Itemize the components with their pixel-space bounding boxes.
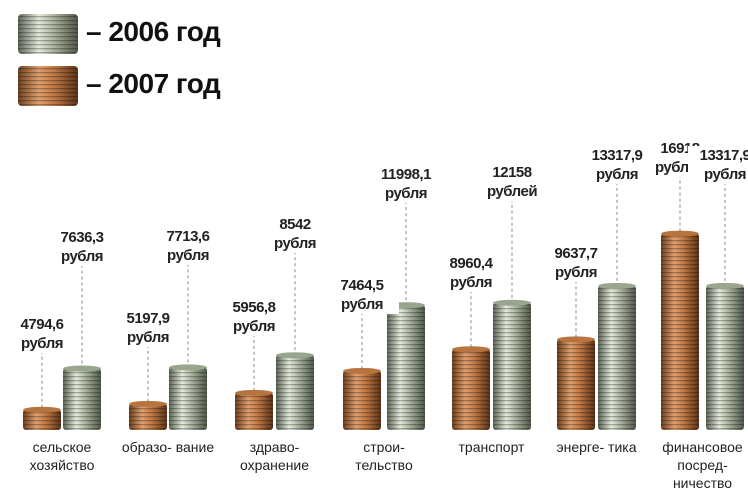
coin-edges — [169, 367, 207, 430]
coin-top — [63, 365, 101, 371]
coin-edges — [276, 355, 314, 430]
value-label: 5197,9 рубля — [111, 309, 185, 347]
value-label: 5956,8 рубля — [217, 298, 291, 336]
coin-top — [661, 231, 699, 237]
value-label: 7713,6 рубля — [151, 227, 225, 265]
coin-edges — [598, 286, 636, 430]
value-label: 4794,6 рубля — [5, 315, 79, 353]
coin-edges — [235, 393, 273, 430]
coin-edges — [452, 349, 490, 430]
value-label: 11998,1 рубля — [369, 165, 443, 203]
x-tick-label: энерге- тика — [549, 438, 645, 456]
coin-top — [169, 364, 207, 370]
coin-edges — [661, 234, 699, 430]
coin-edges — [557, 339, 595, 430]
coin-top — [129, 401, 167, 407]
coin-top — [598, 283, 636, 289]
coin-top — [452, 346, 490, 352]
legend-label: – 2006 год — [86, 16, 220, 48]
coin-top — [235, 390, 273, 396]
legend-swatch-edges — [18, 66, 78, 106]
coin-top — [706, 283, 744, 289]
x-tick-label: транспорт — [444, 438, 540, 456]
x-tick-label: финансовое посред- ничество — [655, 438, 748, 492]
coin-top — [23, 407, 61, 413]
coin-edges — [706, 286, 744, 430]
coin-top — [343, 368, 381, 374]
coin-edges — [129, 404, 167, 430]
coin-edges — [23, 410, 61, 430]
coin-edges — [493, 303, 531, 430]
coin-edges — [387, 305, 425, 430]
value-label: 12158 рублей — [475, 163, 549, 201]
value-label: 13317,9 рубля — [688, 146, 748, 184]
value-label: 8542 рубля — [258, 215, 332, 253]
value-label: 8960,4 рубля — [434, 254, 508, 292]
coin-edges — [343, 371, 381, 430]
infographic: сельское хозяйство 4794,6 рубля 7636,3 руб… — [0, 0, 748, 503]
x-tick-label: строи- тельство — [336, 438, 432, 474]
x-tick-label: здраво- охранение — [227, 438, 323, 474]
coin-top — [557, 336, 595, 342]
value-label: 9637,7 рубля — [539, 244, 613, 282]
value-label: 7636,3 рубля — [45, 228, 119, 266]
coin-edges — [63, 368, 101, 430]
legend-swatch-edges — [18, 14, 78, 54]
x-tick-label: образо- вание — [120, 438, 216, 456]
coin-top — [493, 300, 531, 306]
legend-label: – 2007 год — [86, 68, 220, 100]
coin-top — [276, 352, 314, 358]
x-tick-label: сельское хозяйство — [14, 438, 110, 474]
value-label: 7464,5 рубля — [325, 276, 399, 314]
